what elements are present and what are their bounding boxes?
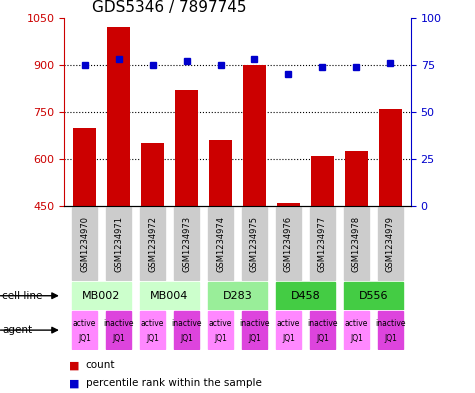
Text: JQ1: JQ1 [316, 334, 329, 343]
Bar [141, 143, 164, 206]
Text: JQ1: JQ1 [78, 334, 91, 343]
Bar [242, 311, 267, 349]
Bar [72, 282, 131, 310]
Bar [276, 207, 301, 280]
Text: GSM1234977: GSM1234977 [318, 216, 327, 272]
Bar [175, 90, 199, 206]
Text: inactive: inactive [103, 319, 134, 327]
Bar [276, 203, 300, 206]
Text: GDS5346 / 7897745: GDS5346 / 7897745 [92, 0, 247, 15]
Bar [344, 151, 369, 206]
Text: GSM1234975: GSM1234975 [250, 216, 259, 272]
Bar [140, 207, 165, 280]
Text: GSM1234976: GSM1234976 [284, 216, 293, 272]
Text: inactive: inactive [375, 319, 406, 327]
Text: percentile rank within the sample: percentile rank within the sample [86, 378, 261, 388]
Bar [378, 311, 403, 349]
Bar [276, 311, 301, 349]
Text: active: active [345, 319, 368, 327]
Bar [379, 109, 402, 206]
Text: inactive: inactive [307, 319, 338, 327]
Bar [344, 207, 369, 280]
Bar [243, 65, 266, 206]
Bar [73, 128, 96, 206]
Bar [174, 311, 199, 349]
Text: JQ1: JQ1 [384, 334, 397, 343]
Bar [310, 207, 335, 280]
Text: count: count [86, 360, 115, 371]
Bar [276, 282, 335, 310]
Bar [242, 207, 267, 280]
Bar [72, 207, 97, 280]
Bar [378, 207, 403, 280]
Bar [140, 311, 165, 349]
Text: GSM1234973: GSM1234973 [182, 216, 191, 272]
Bar [208, 282, 267, 310]
Text: GSM1234972: GSM1234972 [148, 216, 157, 272]
Text: JQ1: JQ1 [146, 334, 159, 343]
Text: MB004: MB004 [150, 291, 189, 301]
Text: GSM1234971: GSM1234971 [114, 216, 123, 272]
Text: GSM1234974: GSM1234974 [216, 216, 225, 272]
Text: ■: ■ [69, 360, 79, 371]
Text: MB002: MB002 [82, 291, 121, 301]
Bar [106, 207, 131, 280]
Bar [174, 207, 199, 280]
Bar [208, 207, 233, 280]
Bar [311, 156, 334, 206]
Text: JQ1: JQ1 [248, 334, 261, 343]
Text: JQ1: JQ1 [112, 334, 125, 343]
Bar [344, 282, 403, 310]
Bar [106, 311, 131, 349]
Text: inactive: inactive [171, 319, 202, 327]
Bar [344, 311, 369, 349]
Text: JQ1: JQ1 [350, 334, 363, 343]
Text: GSM1234979: GSM1234979 [386, 216, 395, 272]
Text: D283: D283 [223, 291, 252, 301]
Text: inactive: inactive [239, 319, 270, 327]
Bar [208, 311, 233, 349]
Text: active: active [73, 319, 96, 327]
Text: JQ1: JQ1 [282, 334, 295, 343]
Bar [209, 140, 232, 206]
Text: GSM1234970: GSM1234970 [80, 216, 89, 272]
Text: D458: D458 [291, 291, 320, 301]
Bar [106, 27, 131, 206]
Text: active: active [209, 319, 232, 327]
Text: JQ1: JQ1 [180, 334, 193, 343]
Bar [140, 282, 199, 310]
Text: ■: ■ [69, 378, 79, 388]
Bar [72, 311, 97, 349]
Text: GSM1234978: GSM1234978 [352, 216, 361, 272]
Text: D556: D556 [359, 291, 388, 301]
Text: cell line: cell line [2, 291, 43, 301]
Text: agent: agent [2, 325, 32, 335]
Text: JQ1: JQ1 [214, 334, 227, 343]
Text: active: active [277, 319, 300, 327]
Bar [310, 311, 335, 349]
Text: active: active [141, 319, 164, 327]
